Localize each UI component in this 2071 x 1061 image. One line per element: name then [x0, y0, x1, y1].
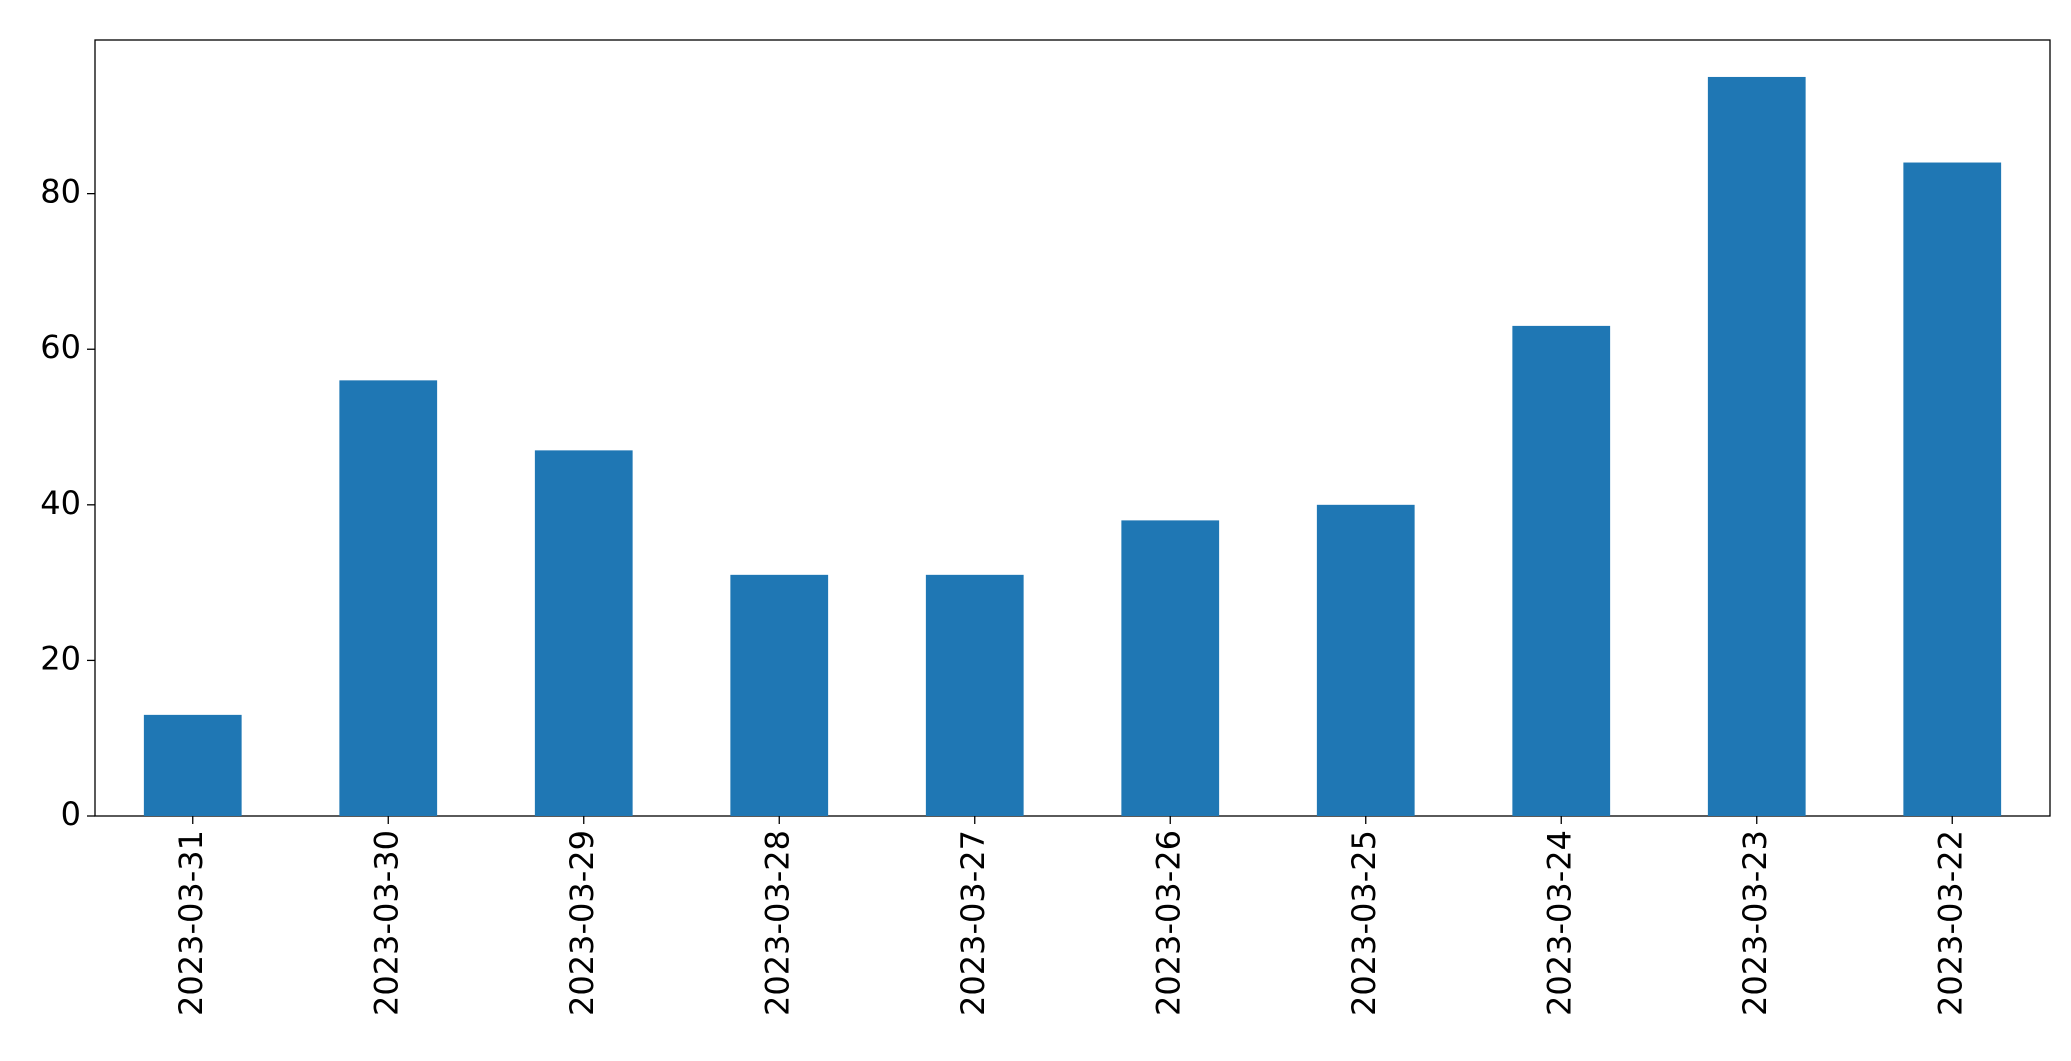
plot-frame	[94, 39, 2051, 817]
x-tick-label: 2023-03-26	[1149, 830, 1187, 1016]
y-tick-label: 0	[61, 795, 81, 833]
bar	[339, 380, 438, 816]
bar	[143, 714, 242, 816]
y-tick-label: 80	[40, 173, 81, 211]
bar	[534, 450, 633, 816]
x-tick-label: 2023-03-25	[1345, 830, 1383, 1016]
bar	[1512, 325, 1611, 816]
bar	[1903, 162, 2002, 817]
bar	[1316, 504, 1415, 816]
y-tick-label: 60	[40, 328, 81, 366]
x-tick-label: 2023-03-23	[1736, 830, 1774, 1016]
x-tick-label: 2023-03-29	[563, 830, 601, 1016]
bar	[925, 574, 1024, 816]
x-tick-label: 2023-03-27	[954, 830, 992, 1016]
x-tick-label: 2023-03-22	[1931, 830, 1969, 1016]
bar	[1707, 76, 1806, 816]
x-tick-label: 2023-03-30	[367, 830, 405, 1016]
x-tick-label: 2023-03-24	[1540, 830, 1578, 1016]
bar	[1121, 520, 1220, 816]
x-tick-label: 2023-03-28	[758, 830, 796, 1016]
x-tick-label: 2023-03-31	[172, 830, 210, 1016]
y-tick-label: 20	[40, 639, 81, 677]
bar	[730, 574, 829, 816]
y-tick-label: 40	[40, 484, 81, 522]
